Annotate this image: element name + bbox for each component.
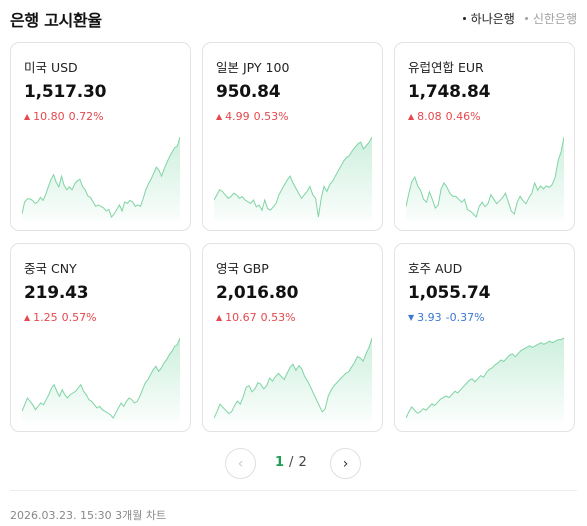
change-percent: 0.53% — [253, 110, 289, 123]
exchange-rate: 2,016.80 — [216, 283, 299, 303]
currency-name: 일본 JPY 100 — [216, 60, 290, 75]
rate-change: ▲ 10.80 0.72% — [24, 110, 104, 123]
sparkline-chart — [406, 136, 564, 221]
sparkline-area — [22, 137, 180, 221]
sparkline-line — [406, 136, 564, 218]
bank-tabs: 하나은행 신한은행 — [462, 10, 577, 27]
sparkline-line — [406, 337, 564, 419]
page-indicator: 1 / 2 — [275, 455, 307, 470]
change-arrow-icon: ▼ — [408, 313, 415, 322]
sparkline-chart — [22, 136, 180, 221]
exchange-rate: 1,748.84 — [408, 82, 491, 102]
change-arrow-icon: ▲ — [408, 112, 415, 121]
change-amount: 10.80 — [33, 110, 65, 123]
sparkline-area — [214, 338, 372, 422]
tab-shinhan-bank[interactable]: 신한은행 — [524, 10, 577, 27]
currency-name: 영국 GBP — [216, 261, 269, 276]
sparkline-line — [22, 136, 180, 218]
currency-name: 중국 CNY — [24, 261, 77, 276]
currency-card-aud[interactable]: 호주 AUD 1,055.74 ▼ 3.93 -0.37% — [394, 243, 575, 432]
sparkline-area — [406, 338, 564, 422]
currency-name: 유럽연합 EUR — [408, 60, 484, 75]
rate-change: ▲ 1.25 0.57% — [24, 311, 97, 324]
sparkline-area — [406, 137, 564, 221]
sparkline-chart — [214, 136, 372, 221]
change-amount: 10.67 — [225, 311, 257, 324]
exchange-header: 은행 고시환율 하나은행 신한은행 — [10, 7, 577, 31]
change-percent: 0.57% — [61, 311, 97, 324]
tab-hana-bank[interactable]: 하나은행 — [462, 10, 515, 27]
sparkline-chart — [22, 337, 180, 422]
current-page: 1 — [275, 455, 285, 470]
next-page-button[interactable]: › — [330, 448, 361, 479]
currency-card-usd[interactable]: 미국 USD 1,517.30 ▲ 10.80 0.72% — [10, 42, 191, 231]
currency-card-gbp[interactable]: 영국 GBP 2,016.80 ▲ 10.67 0.53% — [202, 243, 383, 432]
divider — [10, 490, 577, 491]
currency-card-jpy[interactable]: 일본 JPY 100 950.84 ▲ 4.99 0.53% — [202, 42, 383, 231]
sparkline-chart — [214, 337, 372, 422]
sparkline-chart — [406, 337, 564, 422]
footer-timestamp: 2026.03.23. 15:30 3개월 차트 — [10, 509, 167, 522]
currency-card-eur[interactable]: 유럽연합 EUR 1,748.84 ▲ 8.08 0.46% — [394, 42, 575, 231]
rate-change: ▼ 3.93 -0.37% — [408, 311, 485, 324]
sparkline-line — [22, 337, 180, 419]
prev-page-button[interactable]: ‹ — [225, 448, 256, 479]
currency-name: 미국 USD — [24, 60, 78, 75]
exchange-rate: 1,517.30 — [24, 82, 107, 102]
change-amount: 3.93 — [417, 311, 442, 324]
sparkline-area — [214, 137, 372, 221]
change-arrow-icon: ▲ — [216, 112, 223, 121]
change-arrow-icon: ▲ — [24, 112, 31, 121]
change-percent: -0.37% — [445, 311, 485, 324]
change-percent: 0.72% — [68, 110, 104, 123]
change-arrow-icon: ▲ — [216, 313, 223, 322]
change-percent: 0.53% — [260, 311, 296, 324]
bullet-icon — [462, 17, 466, 20]
change-amount: 1.25 — [33, 311, 58, 324]
sparkline-line — [214, 337, 372, 419]
bullet-icon — [524, 17, 528, 20]
change-amount: 8.08 — [417, 110, 442, 123]
sparkline-line — [214, 136, 372, 218]
exchange-rate: 219.43 — [24, 283, 89, 303]
page-title: 은행 고시환율 — [10, 11, 102, 30]
rate-change: ▲ 8.08 0.46% — [408, 110, 481, 123]
exchange-rate: 950.84 — [216, 82, 281, 102]
currency-name: 호주 AUD — [408, 261, 463, 276]
tab-label: 하나은행 — [470, 12, 515, 26]
total-pages: 2 — [298, 455, 307, 470]
change-arrow-icon: ▲ — [24, 313, 31, 322]
tab-label: 신한은행 — [532, 12, 577, 26]
currency-card-cny[interactable]: 중국 CNY 219.43 ▲ 1.25 0.57% — [10, 243, 191, 432]
exchange-rate: 1,055.74 — [408, 283, 491, 303]
page-separator: / — [289, 455, 294, 470]
sparkline-area — [22, 338, 180, 422]
rate-change: ▲ 4.99 0.53% — [216, 110, 289, 123]
change-amount: 4.99 — [225, 110, 250, 123]
rate-change: ▲ 10.67 0.53% — [216, 311, 296, 324]
pagination: ‹ 1 / 2 › — [225, 448, 361, 480]
change-percent: 0.46% — [445, 110, 481, 123]
